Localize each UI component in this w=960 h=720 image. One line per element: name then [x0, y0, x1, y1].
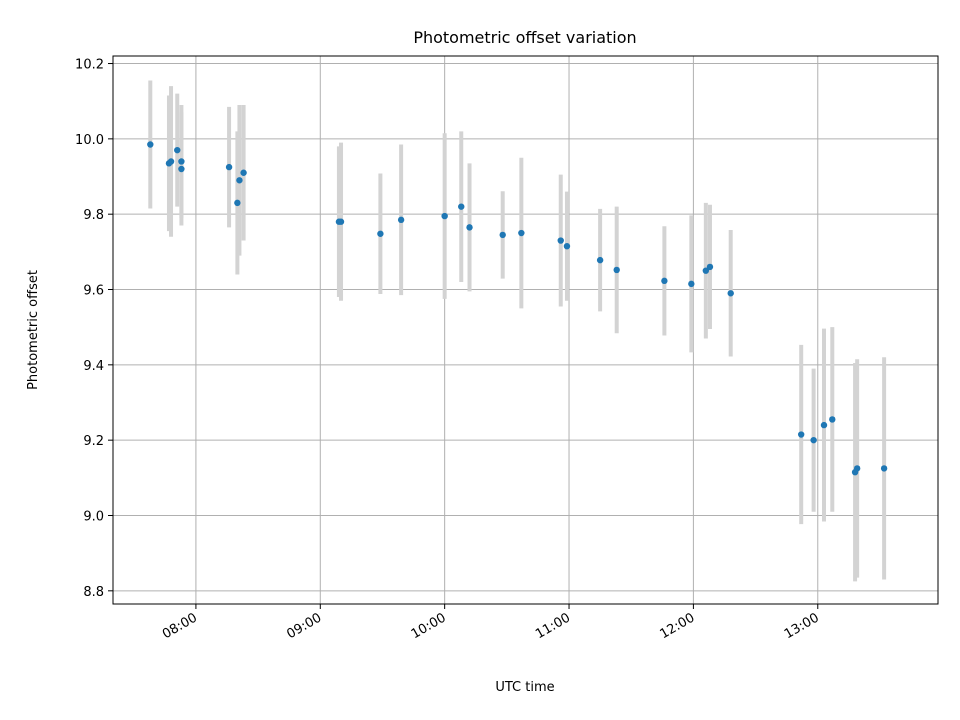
x-tick-label: 08:00	[160, 610, 200, 642]
data-point	[499, 231, 506, 239]
data-point	[557, 237, 564, 244]
x-axis-label: UTC time	[495, 680, 554, 695]
data-point	[466, 224, 473, 231]
data-point	[377, 230, 384, 237]
x-tick-label: 11:00	[533, 610, 573, 642]
data-point	[236, 177, 243, 184]
y-tick-label: 9.0	[83, 509, 104, 524]
y-axis-label: Photometric offset	[26, 270, 41, 390]
y-tick-label: 10.0	[75, 133, 104, 148]
y-tick-label: 10.2	[75, 58, 104, 73]
data-point	[240, 169, 247, 176]
x-tick-label: 13:00	[782, 610, 822, 642]
y-tick-label: 9.2	[83, 434, 104, 449]
data-point	[167, 158, 175, 165]
data-point	[613, 266, 620, 274]
data-point	[458, 203, 465, 210]
data-point	[337, 218, 345, 225]
x-axis: 08:00 09:00 10:00 11:00 12:00 13:00	[160, 604, 822, 642]
y-tick-label: 9.6	[83, 284, 104, 299]
y-tick-label: 9.8	[83, 208, 104, 223]
data-point	[225, 163, 233, 171]
chart-title: Photometric offset variation	[413, 28, 636, 47]
plot-frame	[112, 55, 939, 605]
data-point	[178, 158, 185, 165]
data-point	[727, 290, 734, 297]
data-point	[178, 165, 185, 173]
y-tick-label: 8.8	[83, 585, 104, 600]
y-axis: 8.8 9.0 9.2 9.4 9.6 9.8 10.0 10.2	[75, 58, 113, 600]
error-bars	[148, 80, 887, 582]
y-tick-label: 9.4	[83, 359, 104, 374]
data-point	[174, 146, 181, 154]
data-point	[829, 416, 836, 423]
data-point	[688, 280, 695, 288]
data-point	[820, 421, 828, 429]
data-point	[518, 229, 525, 237]
x-tick-label: 09:00	[284, 610, 324, 642]
data-point	[563, 242, 571, 250]
data-point	[397, 216, 405, 224]
data-point	[234, 199, 241, 207]
data-point	[441, 212, 448, 220]
data-points	[147, 141, 888, 476]
data-point	[702, 267, 710, 274]
data-point	[706, 263, 714, 271]
x-tick-label: 10:00	[409, 610, 449, 642]
data-point	[853, 465, 861, 472]
data-point	[661, 277, 668, 285]
data-point	[596, 256, 604, 264]
data-point	[880, 465, 888, 472]
grid	[113, 56, 938, 604]
data-point	[797, 431, 805, 438]
data-point	[810, 436, 817, 444]
x-tick-label: 12:00	[657, 610, 697, 642]
data-point	[147, 141, 154, 148]
